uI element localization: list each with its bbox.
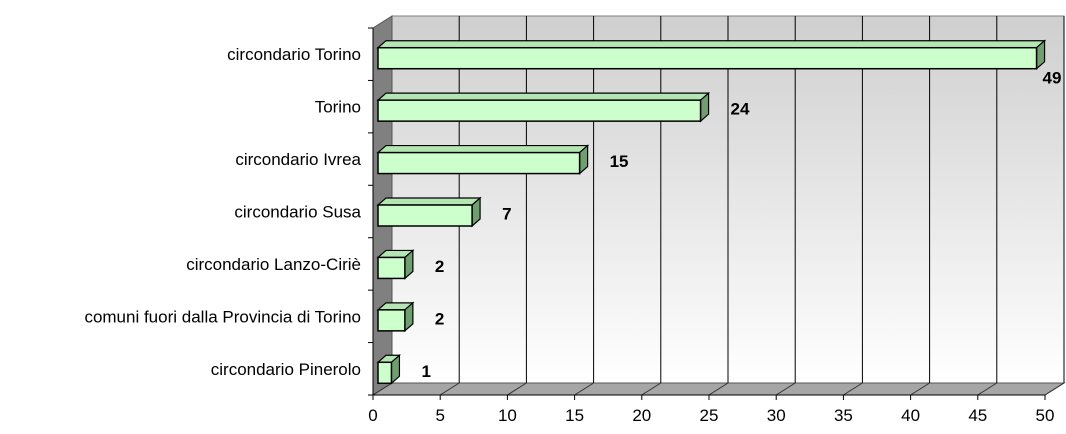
floor-gridline [708, 382, 729, 396]
category-label: circondario Pinerolo [211, 360, 361, 379]
bar [377, 99, 702, 122]
bar [377, 309, 406, 332]
x-tick-label: 15 [565, 406, 584, 425]
axes [368, 27, 1046, 400]
data-label: 49 [1043, 69, 1062, 88]
bar [377, 361, 393, 385]
bar-top [376, 92, 711, 101]
category-label: circondario Ivrea [235, 150, 361, 169]
floor-gridline [574, 382, 594, 396]
x-tick-label: 40 [901, 406, 920, 425]
bar [377, 256, 406, 280]
category-label: Torino [315, 98, 361, 117]
floor-gridline [775, 382, 796, 396]
floor-gridline [641, 382, 662, 396]
data-label: 1 [421, 362, 430, 381]
bar [377, 204, 473, 227]
x-tick-label: 10 [498, 406, 517, 425]
floor-gridline [843, 382, 863, 396]
category-label: circondario Torino [227, 45, 361, 64]
bar-top [376, 144, 590, 154]
x-tick-label: 25 [700, 406, 719, 425]
x-tick-label: 45 [968, 406, 987, 425]
data-label: 2 [435, 309, 444, 328]
floor-gridline [1044, 382, 1065, 396]
bar-top [376, 40, 1047, 49]
data-label: 2 [435, 257, 444, 276]
floor-gridline [977, 382, 998, 396]
category-label: circondario Lanzo-Ciriè [186, 255, 361, 274]
bars [376, 39, 1047, 385]
x-tick-label: 5 [435, 406, 444, 425]
x-tick-label: 35 [834, 406, 853, 425]
x-tick-label: 0 [368, 406, 377, 425]
floor-gridline [507, 382, 527, 396]
category-label: circondario Susa [234, 203, 361, 222]
floor-gridline [372, 382, 393, 396]
data-label: 7 [502, 205, 511, 224]
labels: 0 5 10 15 20 25 30 35 40 45 50 circondario Torino 49… [84, 45, 1061, 425]
category-label: comuni fuori dalla Provincia di Torino [84, 307, 361, 326]
x-tick-label: 20 [632, 406, 651, 425]
floor-gridline [910, 382, 930, 396]
floor-gridline [439, 382, 460, 396]
bar-top [376, 197, 482, 206]
x-tick-label: 50 [1036, 406, 1055, 425]
data-label: 24 [731, 100, 750, 119]
bar [377, 151, 581, 175]
data-label: 15 [610, 152, 629, 171]
x-tick-label: 30 [767, 406, 786, 425]
bar [377, 46, 1038, 70]
